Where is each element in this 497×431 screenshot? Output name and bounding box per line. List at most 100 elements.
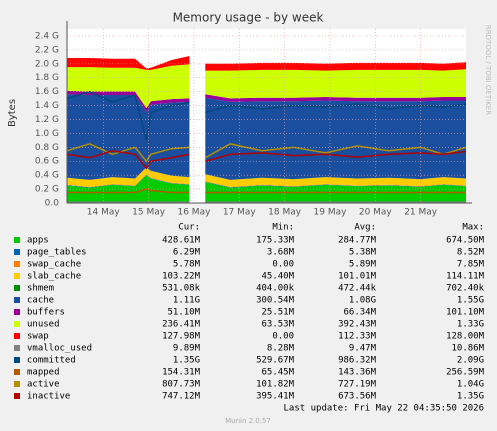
area [67,174,466,188]
stats-value: 8.28M [267,344,295,354]
line [67,188,466,194]
legend-label: swap_cache [27,260,81,270]
x-tick-label: 14 May [87,208,121,218]
stats-header: Cur: [178,223,200,233]
stats-value: 63.53M [261,320,294,330]
area [67,55,466,71]
stats-value: 143.36M [338,368,377,378]
legend-swatch [14,285,20,291]
legend-label: buffers [27,308,65,318]
stats-value: 51.10M [167,308,200,318]
stats-value: 702.40k [446,284,485,294]
area [67,167,466,187]
y-tick-label: 1.2 G [35,115,59,125]
stats-value: 154.31M [162,368,201,378]
legend-swatch [14,261,20,267]
stats-value: 127.98M [162,332,201,342]
stats-value: 807.73M [162,380,201,390]
legend-label: vmalloc_used [27,344,92,354]
footer: Munin 2.0.57 [225,417,271,425]
legend-swatch [14,273,20,279]
stats-header: Avg: [354,223,376,233]
stats-value: 673.56M [338,392,377,402]
stats-value: 529.67M [256,356,295,366]
stats-value: 0.00 [272,260,294,270]
stats-value: 45.40M [261,272,294,282]
x-tick-label: 20 May [359,208,393,218]
stats-value: 256.59M [446,368,485,378]
stats-value: 986.32M [338,356,377,366]
y-tick-label: 1.8 G [35,73,59,83]
stats-value: 1.11G [173,296,200,306]
y-tick-label: 2.2 G [35,45,59,55]
legend-label: page_tables [27,248,87,258]
stats-value: 0.00 [272,332,294,342]
stats-value: 428.61M [162,236,201,246]
area [67,90,466,112]
stats-value: 8.52M [457,248,485,258]
stats-value: 404.00k [256,284,295,294]
stats-value: 101.10M [446,308,485,318]
stats-value: 114.11M [446,272,485,282]
x-tick-label: 21 May [404,208,438,218]
x-tick-label: 18 May [268,208,302,218]
legend-label: active [27,380,60,390]
legend-label: swap [27,332,49,342]
y-tick-label: 1.0 G [35,129,59,139]
y-axis-label: Bytes [7,99,18,127]
stats-value: 1.04G [457,380,484,390]
legend-swatch [14,381,20,387]
stats-value: 5.89M [349,260,377,270]
area [67,175,466,203]
area [67,174,466,188]
stats-value: 236.41M [162,320,201,330]
y-tick-label: 1.4 G [35,101,59,111]
area [67,64,466,109]
stats-value: 3.68M [267,248,295,258]
legend-label: shmem [27,284,54,294]
legend-swatch [14,249,20,255]
stats-value: 6.29M [173,248,201,258]
y-tick-label: 0.6 G [35,157,59,167]
legend-swatch [14,321,20,327]
x-tick-label: 17 May [223,208,257,218]
stats-value: 10.86M [451,344,484,354]
stats-value: 101.01M [338,272,377,282]
legend-swatch [14,357,20,363]
x-tick-label: 16 May [177,208,211,218]
stats-value: 103.22M [162,272,201,282]
stats-value: 1.35G [457,392,484,402]
stats-value: 66.34M [343,308,376,318]
y-tick-label: 0.0 [45,199,60,209]
stats-value: 1.08G [349,296,376,306]
stats-value: 5.78M [173,260,201,270]
legend-label: mapped [27,368,60,378]
line [66,150,467,170]
y-tick-label: 1.6 G [35,87,59,97]
stats-value: 175.33M [256,236,295,246]
stats-header: Max: [462,223,484,233]
stats-value: 300.54M [256,296,295,306]
stats-value: 65.45M [261,368,294,378]
legend-label: committed [27,356,76,366]
stats-value: 284.77M [338,236,377,246]
x-tick-label: 15 May [132,208,166,218]
y-tick-label: 0.8 G [35,143,59,153]
side-label: RRDTOOL / TOBI OETIKER [484,25,492,115]
stats-value: 2.09G [457,356,484,366]
stats-value: 7.85M [457,260,485,270]
legend-swatch [14,393,20,399]
legend-swatch [14,309,20,315]
line [66,143,467,163]
stats-value: 531.08k [162,284,201,294]
stats-value: 747.12M [162,392,201,402]
stats-value: 112.33M [338,332,377,342]
chart-title: Memory usage - by week [173,11,324,25]
stats-value: 25.51M [261,308,294,318]
stats-value: 9.89M [173,344,201,354]
stats-value: 472.44k [338,284,377,294]
stats-value: 1.33G [457,320,484,330]
legend-swatch [14,369,20,375]
stats-value: 392.43M [338,320,377,330]
